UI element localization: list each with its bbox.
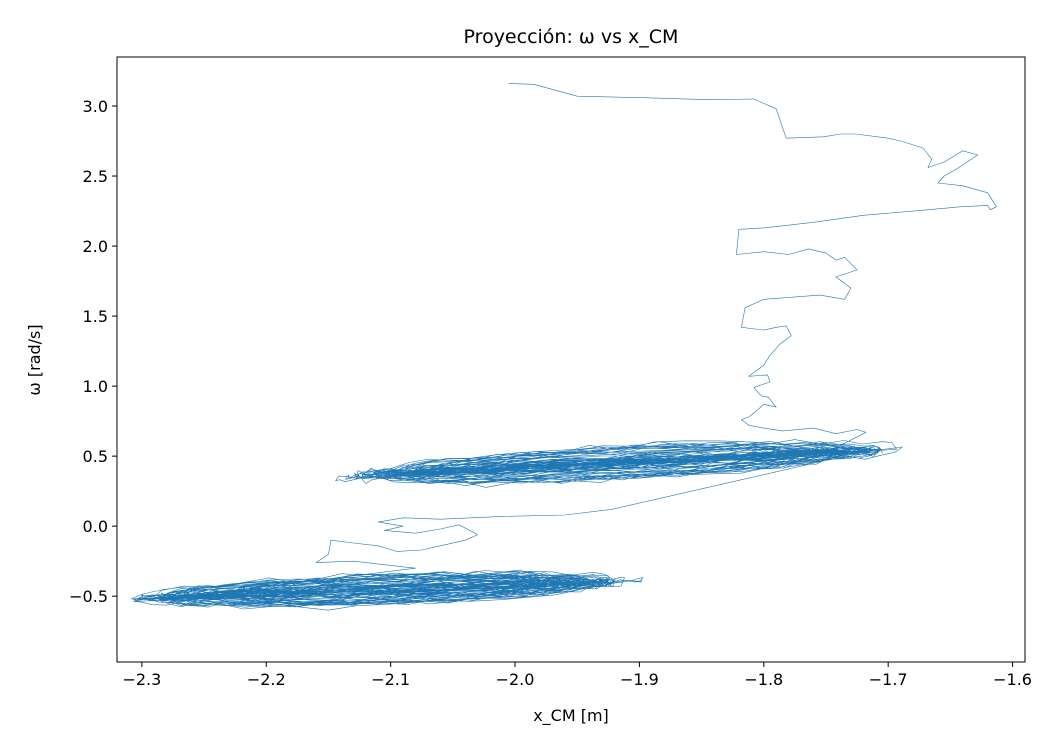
- trajectory-line: [130, 83, 997, 611]
- y-tick-label: 0.0: [83, 517, 108, 536]
- y-tick-label: 1.5: [83, 307, 108, 326]
- chart-title: Proyección: ω vs x_CM: [464, 26, 679, 48]
- y-axis-label: ω [rad/s]: [25, 324, 44, 395]
- x-tick-label: −2.2: [247, 670, 286, 689]
- x-axis: −2.3 −2.2 −2.1 −2.0 −1.9 −1.8 −1.7 −1.6: [122, 662, 1032, 689]
- y-tick-label: 2.5: [83, 167, 108, 186]
- x-tick-label: −2.1: [371, 670, 410, 689]
- y-tick-label: −0.5: [69, 587, 108, 606]
- plot-area: [130, 83, 997, 611]
- x-tick-label: −1.8: [744, 670, 783, 689]
- x-axis-label: x_CM [m]: [533, 706, 609, 726]
- x-tick-label: −1.7: [869, 670, 908, 689]
- plot-frame: [116, 56, 1026, 663]
- y-tick-label: 1.0: [83, 377, 108, 396]
- x-tick-label: −1.6: [993, 670, 1032, 689]
- y-tick-label: 0.5: [83, 447, 108, 466]
- x-tick-label: −2.3: [122, 670, 161, 689]
- y-axis: −0.5 0.0 0.5 1.0 1.5 2.0 2.5 3.0: [69, 97, 117, 606]
- x-tick-label: −1.9: [620, 670, 659, 689]
- y-tick-label: 3.0: [83, 97, 108, 116]
- x-tick-label: −2.0: [496, 670, 535, 689]
- y-tick-label: 2.0: [83, 237, 108, 256]
